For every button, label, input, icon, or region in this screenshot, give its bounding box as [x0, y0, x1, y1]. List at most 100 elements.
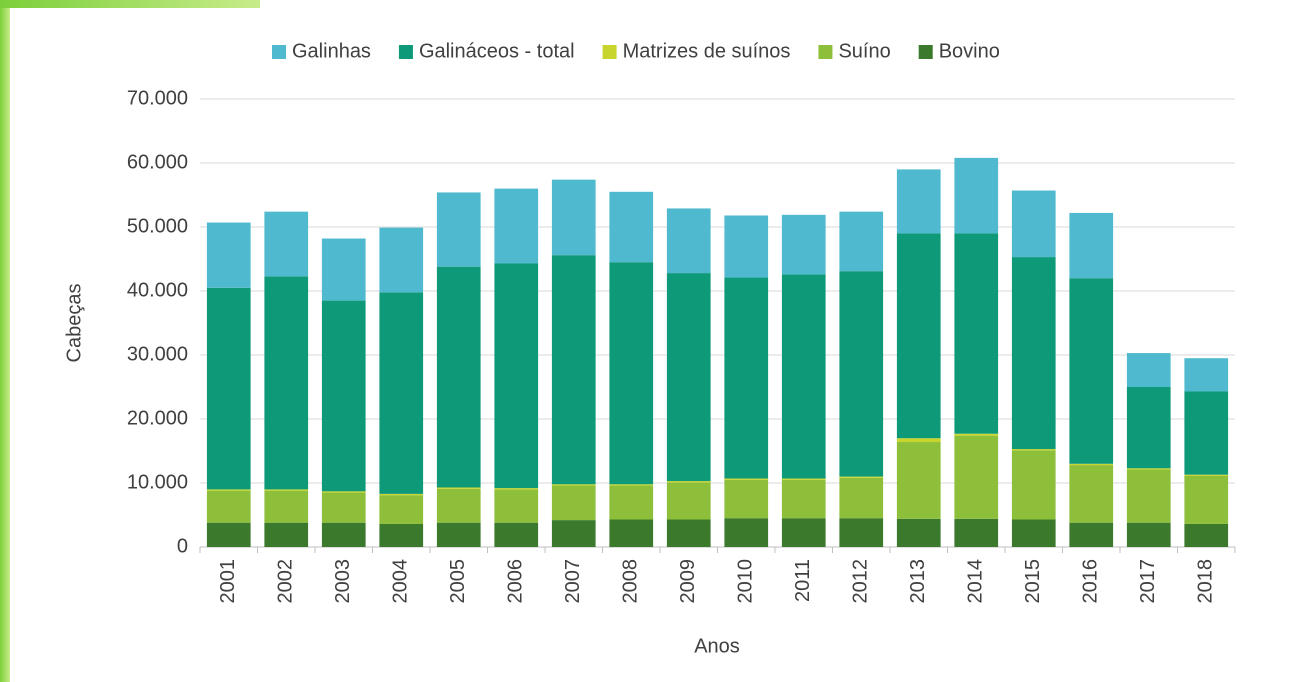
legend-swatch [272, 45, 286, 59]
x-tick-label: 2004 [390, 559, 412, 604]
bar-segment [666, 519, 711, 547]
bar-segment [321, 492, 366, 523]
bar-segment [839, 477, 884, 519]
bar-segment [264, 211, 309, 277]
y-tick-label: 10.000 [127, 471, 188, 493]
x-axis-title: Anos [694, 635, 740, 657]
y-tick-label: 40.000 [127, 279, 188, 301]
bar-segment [954, 157, 999, 234]
bar-segment [724, 215, 769, 278]
bar-segment [954, 435, 999, 519]
bar-segment [1011, 257, 1056, 450]
x-tick-label: 2015 [1022, 559, 1044, 604]
bar-segment [896, 233, 941, 439]
bar-segment [609, 191, 654, 263]
bar-segment [264, 522, 309, 547]
bar-segment [1011, 190, 1056, 258]
legend-swatch [918, 45, 933, 59]
bar-segment [551, 485, 596, 521]
bar-segment [1184, 474, 1229, 476]
y-tick-label: 30.000 [127, 343, 188, 365]
bar-segment [436, 487, 481, 489]
bar-segment [724, 478, 769, 480]
bar-segment [494, 489, 539, 523]
bar-segment [321, 491, 366, 493]
y-tick-label: 50.000 [127, 215, 188, 237]
bar-segment [1126, 468, 1171, 470]
y-tick-label: 20.000 [127, 407, 188, 429]
x-tick-label: 2008 [620, 559, 642, 604]
bar-segment [1011, 519, 1056, 547]
bar-segment [666, 481, 711, 483]
bar-segment [1126, 469, 1171, 523]
x-tick-label: 2003 [332, 559, 354, 604]
bar-segment [954, 518, 999, 547]
bar-segment [551, 255, 596, 485]
bar-segment [839, 518, 884, 547]
bar-segment [1184, 523, 1229, 547]
bar-segment [609, 262, 654, 485]
y-tick-label: 60.000 [127, 151, 188, 173]
x-tick-label: 2009 [677, 559, 699, 604]
bar-segment [379, 523, 424, 547]
legend-label: Galinhas [292, 40, 371, 62]
legend-label: Bovino [939, 40, 1000, 62]
y-axis-title: Cabeças [63, 284, 85, 363]
bar-segment [206, 287, 251, 490]
bar-segment [839, 476, 884, 478]
bar-segment [264, 490, 309, 523]
bar-segment [781, 478, 826, 480]
bar-segment [1184, 475, 1229, 524]
bar-segment [1069, 212, 1114, 279]
bar-segment [1184, 358, 1229, 392]
bar-segment [206, 490, 251, 523]
bar-segment [724, 277, 769, 479]
bar-segment [781, 479, 826, 519]
bar-segment [839, 271, 884, 477]
x-tick-label: 2001 [217, 559, 239, 604]
bar-segment [896, 518, 941, 547]
bar-segment [379, 495, 424, 524]
bar-segment [1126, 522, 1171, 547]
bar-segment [1126, 387, 1171, 469]
bar-segment [436, 266, 481, 488]
bar-segment [1069, 465, 1114, 523]
bar-segment [206, 222, 251, 288]
bar-segment [494, 488, 539, 490]
bar-segment [1126, 353, 1171, 387]
bar-segment [379, 292, 424, 494]
bar-segment [321, 522, 366, 547]
x-tick-label: 2007 [562, 559, 584, 604]
bar-segment [494, 522, 539, 547]
bar-segment [321, 300, 366, 492]
bar-segment [1011, 449, 1056, 451]
x-tick-label: 2002 [275, 559, 297, 604]
bar-segment [1011, 450, 1056, 520]
bar-segment [379, 493, 424, 496]
bar-segment [264, 489, 309, 491]
bar-segment [551, 520, 596, 547]
bar-segment [1184, 391, 1229, 475]
bar-segment [666, 208, 711, 274]
bar-segment [436, 192, 481, 267]
bar-segment [781, 518, 826, 547]
bar-segment [1069, 522, 1114, 547]
x-tick-label: 2006 [505, 559, 527, 604]
bar-segment [666, 482, 711, 520]
legend-label: Matrizes de suínos [623, 40, 791, 62]
bar-segment [609, 484, 654, 486]
y-tick-label: 0 [177, 535, 188, 557]
bar-segment [896, 169, 941, 234]
x-tick-label: 2011 [792, 559, 814, 602]
edge-decoration [0, 0, 10, 682]
bar-segment [551, 179, 596, 256]
x-tick-label: 2016 [1080, 559, 1102, 604]
bar-segment [436, 488, 481, 523]
bar-segment [839, 211, 884, 272]
bar-segment [896, 442, 941, 519]
y-tick-label: 70.000 [127, 87, 188, 109]
edge-decoration [0, 0, 260, 8]
bar-segment [954, 233, 999, 434]
